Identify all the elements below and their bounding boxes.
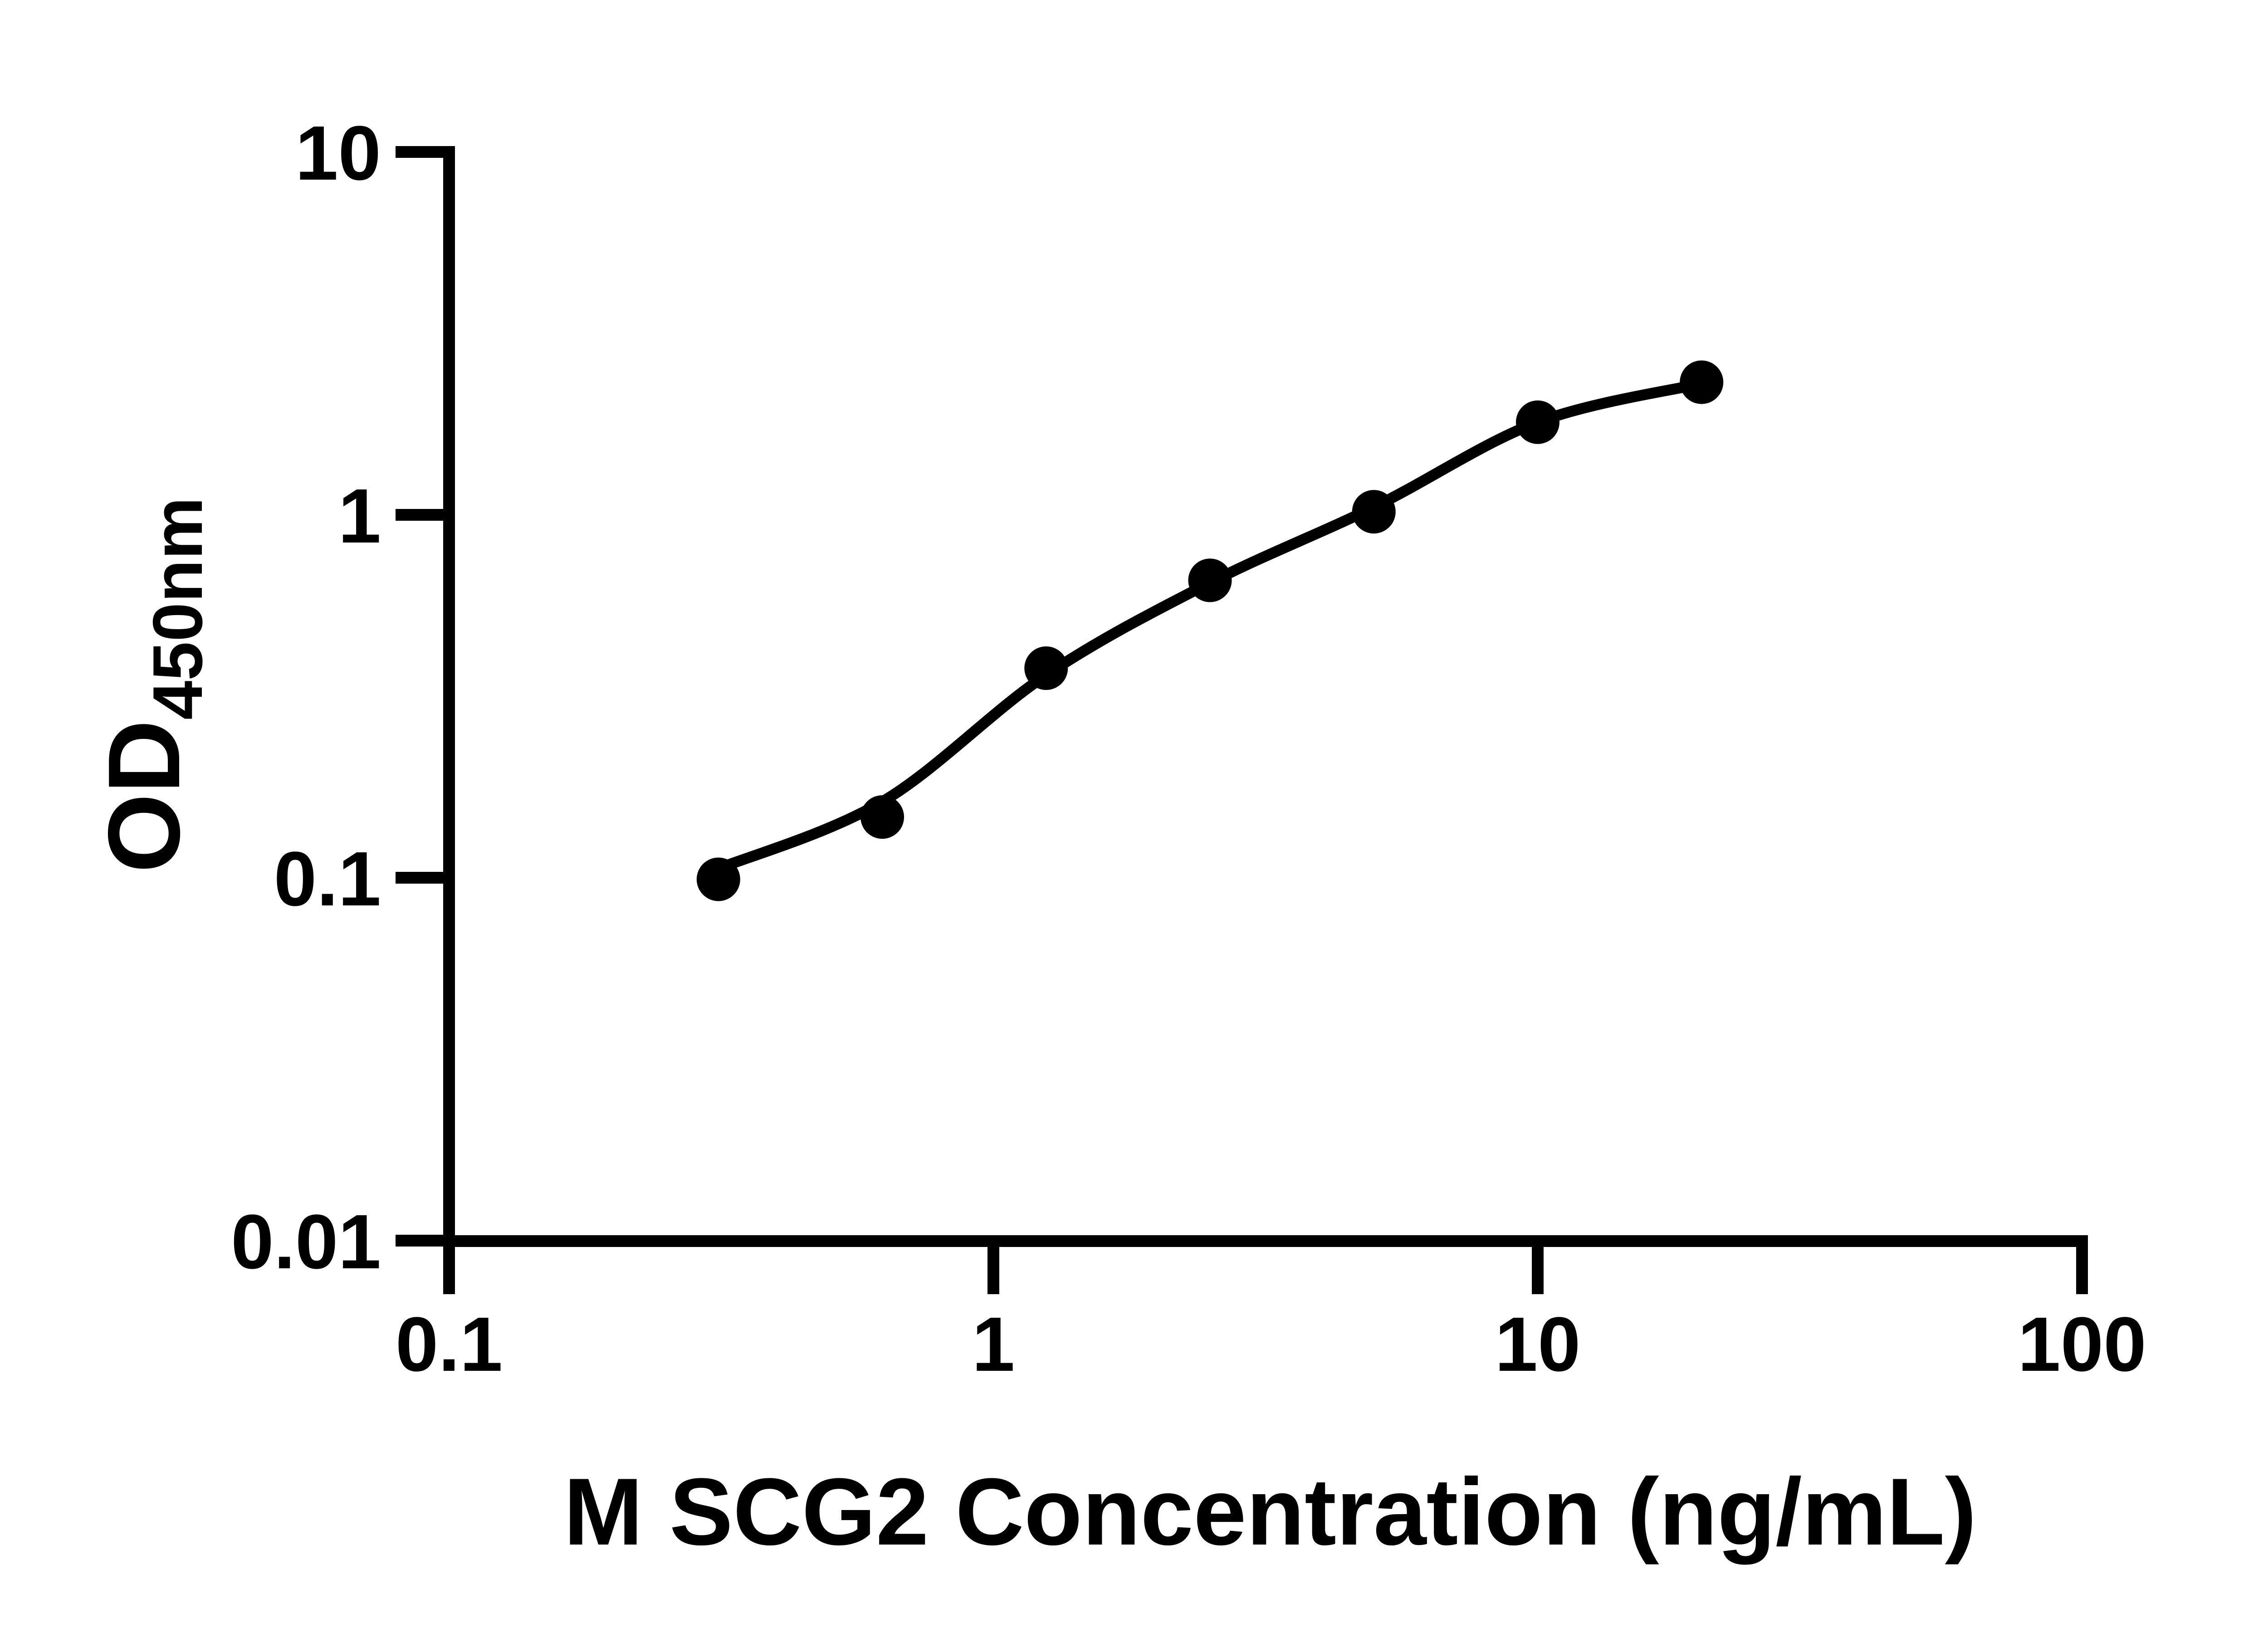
x-tick-label: 10 [1495, 1301, 1580, 1388]
data-point [1024, 646, 1068, 690]
data-point [860, 795, 904, 839]
data-point [1516, 400, 1559, 444]
y-axis-title: OD450nm [87, 497, 217, 873]
fit-curve [713, 378, 1707, 874]
y-tick-label: 0.01 [231, 1199, 381, 1285]
y-tick-label: 10 [295, 110, 381, 196]
y-axis-title-subscript: 450nm [138, 497, 217, 720]
x-tick-label: 100 [2018, 1301, 2146, 1388]
y-tick-label: 0.1 [274, 836, 381, 922]
data-point [1188, 558, 1232, 602]
plot-area [696, 360, 1724, 901]
data-point [696, 857, 740, 901]
y-axis-title-text: OD450nm [87, 497, 217, 873]
y-tick-label: 1 [338, 473, 381, 559]
x-tick-label: 1 [972, 1301, 1015, 1388]
y-axis-title-main: OD [87, 720, 201, 873]
axes [443, 146, 2088, 1247]
data-point [1352, 490, 1396, 534]
x-axis-title: M SCG2 Concentration (ng/mL) [564, 1458, 1977, 1565]
x-tick-label: 0.1 [396, 1301, 503, 1388]
data-point [1680, 360, 1724, 404]
